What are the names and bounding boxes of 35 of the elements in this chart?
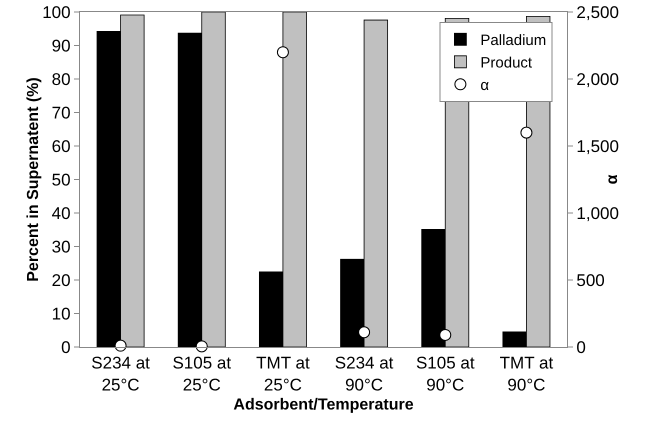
x-axis-title: Adsorbent/Temperature <box>233 396 414 414</box>
y2-tick-label: 2,500 <box>576 2 619 22</box>
point <box>196 340 208 352</box>
y-tick-label: 100 <box>42 2 71 22</box>
y2-tick-label: 1,000 <box>576 204 619 223</box>
y-tick-label: 10 <box>52 304 71 324</box>
point <box>358 326 370 338</box>
point <box>520 126 532 139</box>
y2-tick-label: 0 <box>576 338 586 357</box>
legend-label: Palladium <box>480 32 546 50</box>
x-tick-label: S105 at 90°C <box>416 353 475 394</box>
y2-tick-label: 1,500 <box>576 136 619 156</box>
y-tick-label: 20 <box>52 270 71 290</box>
y-tick-label: 90 <box>52 36 71 56</box>
x-tick-label: S105 at 25°C <box>172 353 232 394</box>
y-tick-label: 60 <box>52 136 71 156</box>
y-tick-label: 80 <box>52 70 71 89</box>
y-axis-title: Percent in Supernatent (%) <box>25 77 42 282</box>
y-tick-label: 70 <box>52 103 71 122</box>
point <box>114 340 127 352</box>
y-tick-label: 40 <box>52 204 71 223</box>
x-tick-label: S234 at 90°C <box>334 353 394 394</box>
x-tick-label: TMT at 25°C <box>256 353 310 394</box>
y2-tick-label: 500 <box>576 270 605 290</box>
y-tick-label: 50 <box>52 170 71 190</box>
y-tick-label: 0 <box>61 338 71 357</box>
x-tick-label: TMT at 90°C <box>500 353 554 394</box>
y2-axis-title: α <box>604 174 621 184</box>
point <box>276 46 289 58</box>
legend-label: α <box>480 77 490 94</box>
x-tick-label: S234 at 25°C <box>91 353 150 394</box>
y2-tick-label: 2,000 <box>576 70 619 89</box>
y-tick-label: 30 <box>52 237 71 256</box>
point <box>439 328 452 341</box>
legend-label: Product <box>480 54 533 72</box>
